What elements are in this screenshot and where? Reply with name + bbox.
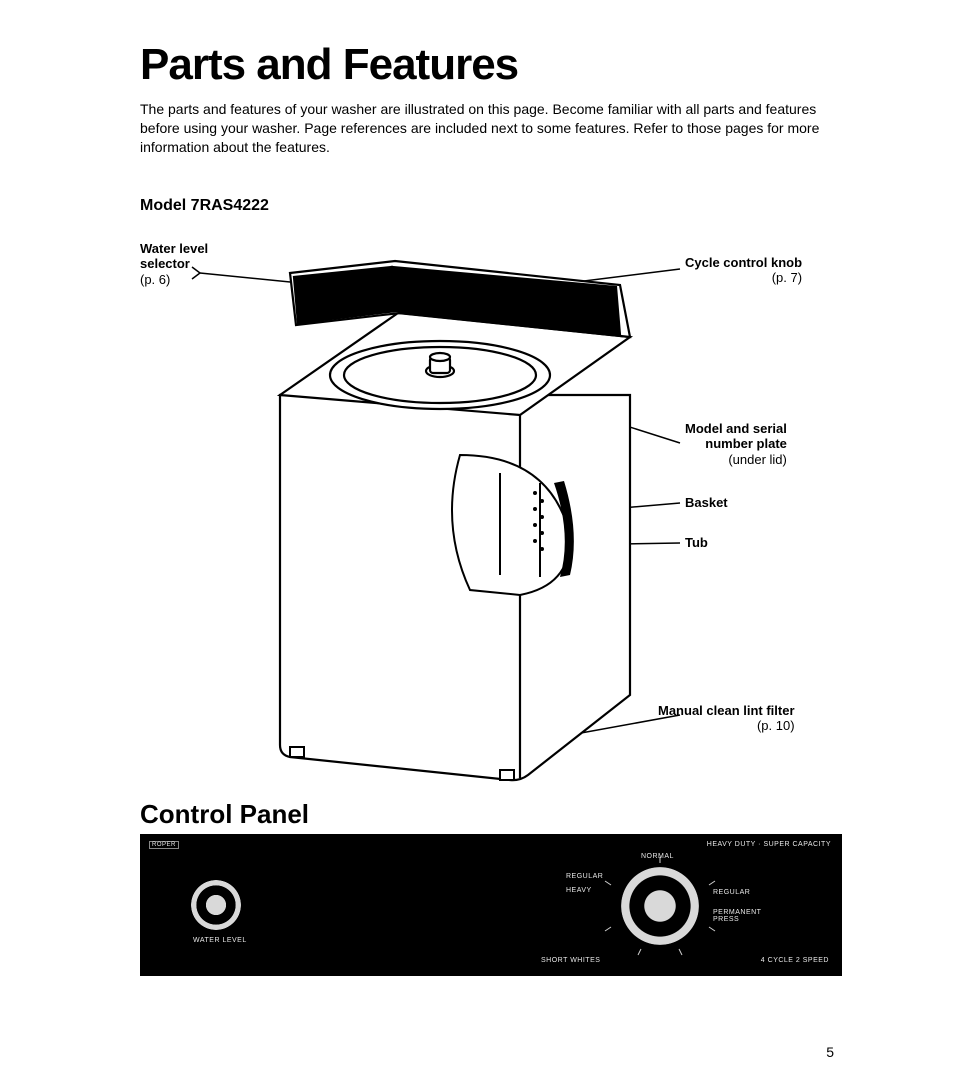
- model-heading: Model 7RAS4222: [140, 197, 834, 215]
- page-title: Parts and Features: [140, 40, 834, 90]
- page-number: 5: [826, 1044, 834, 1060]
- intro-text: The parts and features of your washer ar…: [140, 100, 834, 157]
- control-panel-image: ROPER HEAVY DUTY · SUPER CAPACITY WATER …: [140, 834, 842, 976]
- washer-svg: [140, 225, 840, 785]
- control-panel-heading: Control Panel: [140, 799, 834, 830]
- panel-ticks: [141, 835, 841, 975]
- washer-diagram: Water level selector (p. 6) Cycle contro…: [140, 225, 840, 785]
